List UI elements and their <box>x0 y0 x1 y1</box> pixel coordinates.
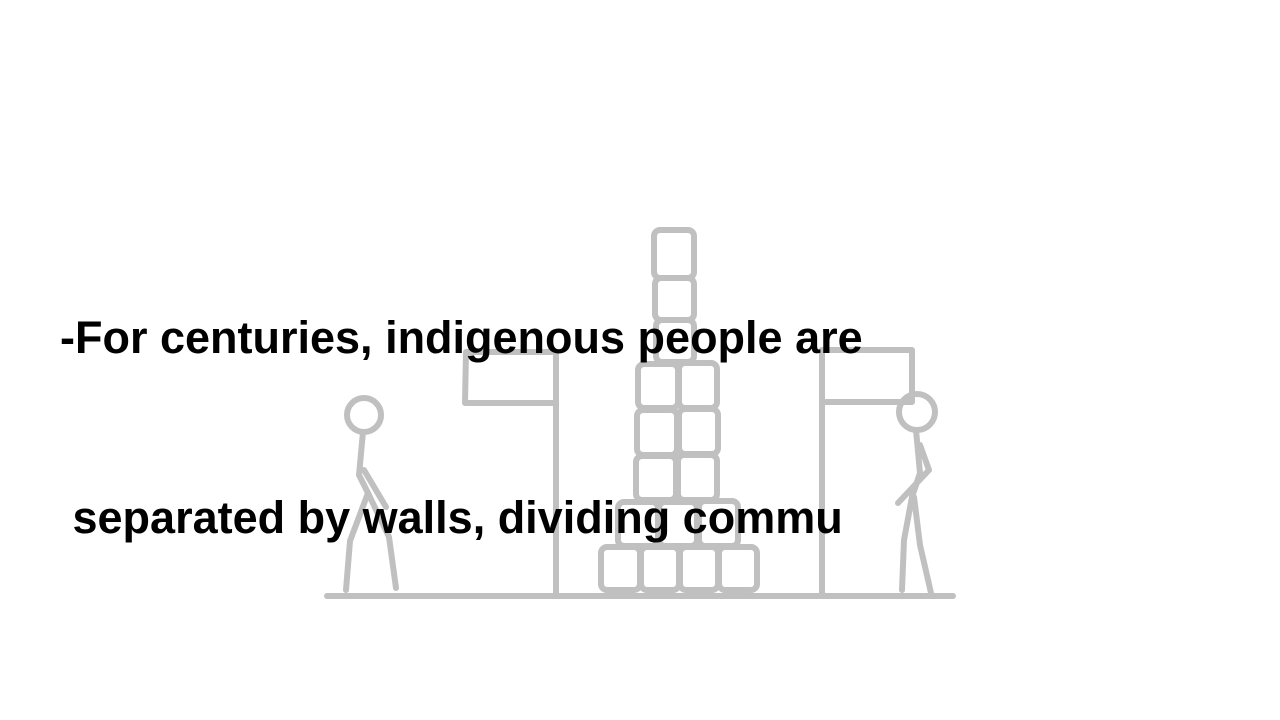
caption-line-2: separated by walls, dividing commu <box>60 492 843 543</box>
stone <box>675 452 720 503</box>
stick-figure-right-leg-back <box>899 494 915 593</box>
stick-figure-left-arm <box>361 467 389 510</box>
stone <box>716 544 760 593</box>
flag-left-banner <box>462 349 559 406</box>
stick-figure-right <box>895 391 938 596</box>
flag-right <box>819 347 915 597</box>
stone <box>696 498 741 549</box>
stone-wall <box>598 227 760 593</box>
stick-figure-right-arm <box>895 442 932 506</box>
stick-figure-left-leg-front <box>365 490 399 591</box>
flag-right-banner <box>819 347 915 405</box>
flag-left <box>462 349 559 597</box>
slide-caption: -For centuries, indigenous people are se… <box>60 188 960 668</box>
stick-figure-left-leg-back <box>343 490 371 593</box>
stick-figure-right-leg-front <box>911 494 934 596</box>
stick-figure-left-body <box>356 429 371 496</box>
stick-figure-left <box>343 395 399 593</box>
caption-line-1: -For centuries, indigenous people are <box>60 312 863 363</box>
